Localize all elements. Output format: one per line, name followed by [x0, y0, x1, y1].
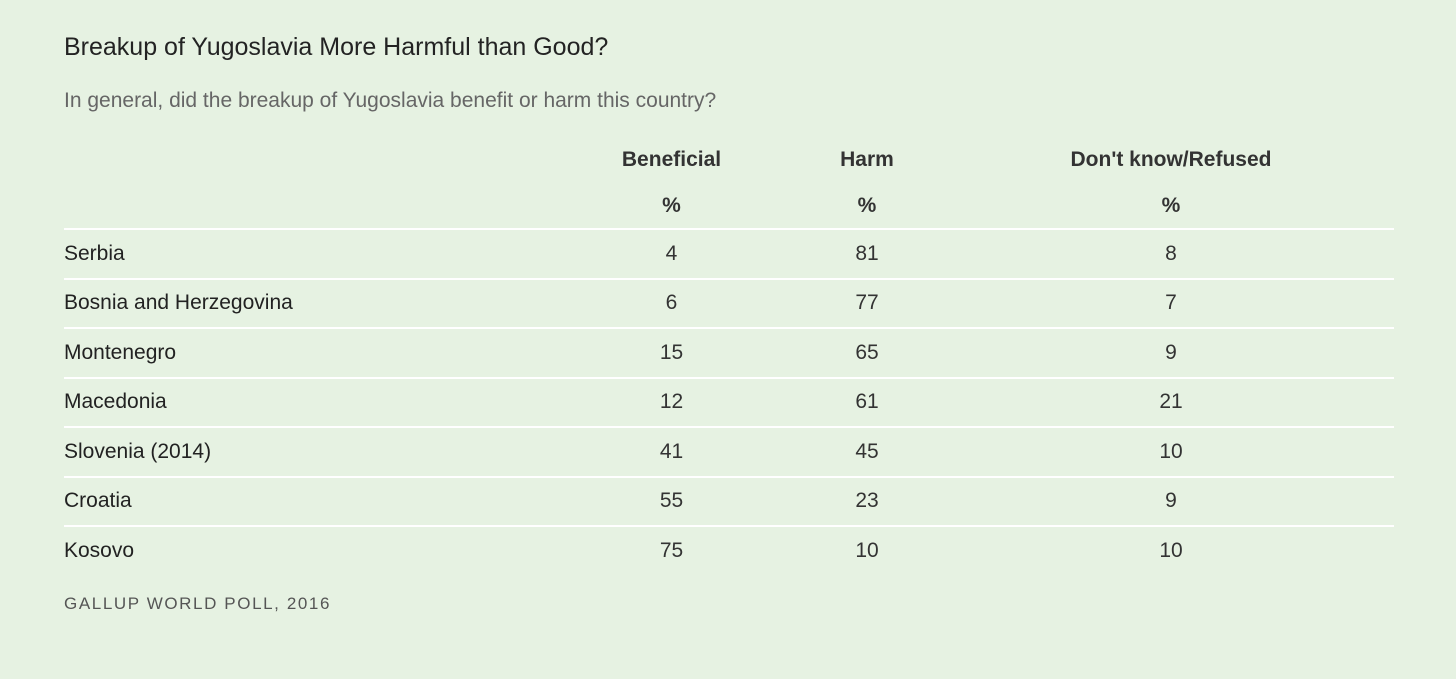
dont-know-value-cell: 9 — [985, 327, 1357, 378]
country-cell: Croatia — [64, 475, 594, 526]
harm-value-cell: 81 — [749, 228, 985, 279]
table-row: Serbia 4 81 8 — [64, 228, 1394, 279]
table-row: Macedonia 12 61 21 — [64, 376, 1394, 427]
country-cell: Bosnia and Herzegovina — [64, 277, 594, 328]
beneficial-value-cell: 15 — [594, 327, 749, 378]
country-cell: Slovenia (2014) — [64, 426, 594, 477]
harm-value-cell: 61 — [749, 376, 985, 427]
poll-table-body: Serbia 4 81 8 Bosnia and Herzegovina 6 77 7 Mont… — [64, 228, 1394, 575]
dont-know-value-cell: 21 — [985, 376, 1357, 427]
harm-value-cell: 45 — [749, 426, 985, 477]
dont-know-value-cell: 10 — [985, 525, 1357, 575]
country-cell: Montenegro — [64, 327, 594, 378]
beneficial-value-cell: 55 — [594, 475, 749, 526]
column-header-row: Beneficial Harm Don't know/Refused — [64, 137, 1394, 183]
source-note: GALLUP WORLD POLL, 2016 — [64, 594, 332, 613]
unit-label-beneficial: % — [662, 193, 681, 217]
dont-know-value-cell: 7 — [985, 277, 1357, 328]
column-header-beneficial: Beneficial — [621, 148, 722, 171]
dont-know-value-cell: 10 — [985, 426, 1357, 477]
harm-value-cell: 77 — [749, 277, 985, 328]
dont-know-value-cell: 8 — [985, 228, 1357, 279]
beneficial-value-cell: 6 — [594, 277, 749, 328]
table-row: Bosnia and Herzegovina 6 77 7 — [64, 277, 1394, 328]
table-row: Slovenia (2014) 41 45 10 — [64, 426, 1394, 477]
chart-subtitle: In general, did the breakup of Yugoslavi… — [64, 89, 717, 112]
harm-value-cell: 10 — [749, 525, 985, 575]
chart-title: Breakup of Yugoslavia More Harmful than … — [64, 33, 609, 61]
beneficial-value-cell: 4 — [594, 228, 749, 279]
unit-label-harm: % — [857, 193, 877, 217]
table-row: Montenegro 15 65 9 — [64, 327, 1394, 378]
harm-value-cell: 65 — [749, 327, 985, 378]
beneficial-value-cell: 75 — [594, 525, 749, 575]
beneficial-value-cell: 12 — [594, 376, 749, 427]
country-cell: Macedonia — [64, 376, 594, 427]
country-cell: Serbia — [64, 228, 594, 279]
column-header-dont-know: Don't know/Refused — [1070, 148, 1272, 171]
country-cell: Kosovo — [64, 525, 594, 575]
column-header-country — [64, 137, 594, 183]
table-row: Kosovo 75 10 10 — [64, 525, 1394, 575]
unit-label-dont-know: % — [1161, 193, 1181, 217]
unit-row: % % % — [64, 183, 1394, 229]
column-header-harm: Harm — [840, 148, 894, 171]
dont-know-value-cell: 9 — [985, 475, 1357, 526]
table-row: Croatia 55 23 9 — [64, 475, 1394, 526]
harm-value-cell: 23 — [749, 475, 985, 526]
poll-table: Beneficial Harm Don't know/Refused % % %… — [64, 137, 1394, 575]
beneficial-value-cell: 41 — [594, 426, 749, 477]
